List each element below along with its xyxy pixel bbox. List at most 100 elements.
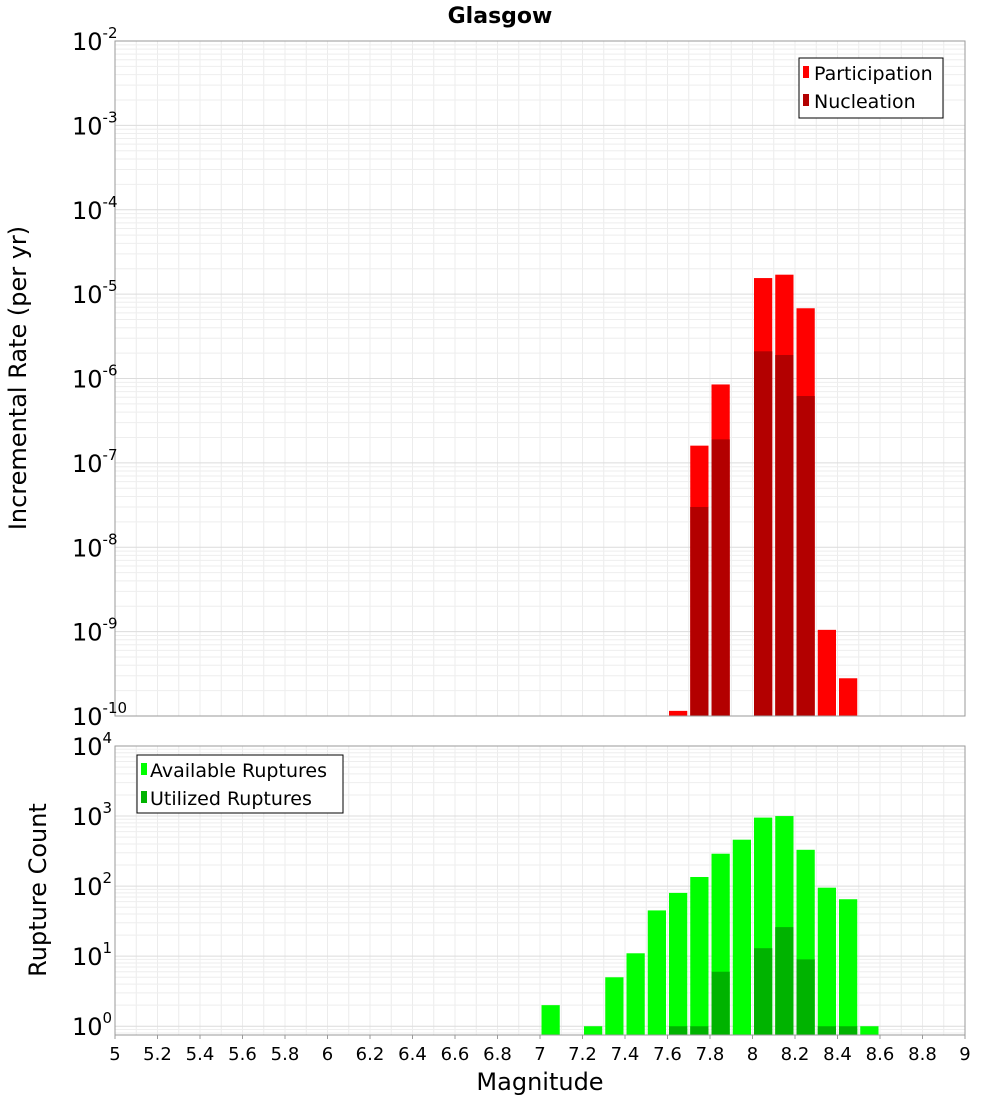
bottom-y-tick-exponent: 1 [103, 939, 113, 957]
bottom-bar-utilized-ruptures [690, 1026, 709, 1035]
bottom-legend: Available Ruptures Utilized Ruptures [136, 754, 344, 814]
bottom-bar-available-ruptures [839, 899, 858, 1035]
x-tick-label: 7.2 [568, 1044, 597, 1065]
bottom-y-tick-exponent: 0 [103, 1009, 113, 1027]
bottom-bar-available-ruptures [541, 1005, 560, 1035]
x-tick-label: 7 [534, 1044, 545, 1065]
top-y-tick-exponent: -9 [103, 615, 118, 633]
chart-title: Glasgow [448, 4, 553, 29]
top-y-tick-base: 10 [72, 28, 103, 56]
bottom-bar-utilized-ruptures [711, 971, 730, 1035]
top-bar-nucleation [796, 396, 815, 716]
legend-label-participation: Participation [814, 63, 933, 85]
legend-swatch-participation [803, 66, 809, 78]
bottom-y-tick-label: 100 [72, 1009, 112, 1041]
top-y-tick-exponent: -10 [103, 699, 128, 717]
top-bar-participation [817, 629, 836, 716]
x-tick-label: 5.2 [143, 1044, 172, 1065]
bottom-bar-utilized-ruptures [754, 948, 773, 1035]
x-tick-label: 8.6 [866, 1044, 895, 1065]
x-tick-label: 5.8 [271, 1044, 300, 1065]
x-tick-label: 6.8 [483, 1044, 512, 1065]
x-tick-label: 8.4 [823, 1044, 852, 1065]
bottom-bar-utilized-ruptures [796, 959, 815, 1035]
bottom-y-tick-base: 10 [72, 943, 103, 971]
bottom-bar-available-ruptures [860, 1026, 879, 1035]
top-y-tick-base: 10 [72, 112, 103, 140]
bottom-y-tick-base: 10 [72, 803, 103, 831]
top-y-tick-exponent: -7 [103, 446, 118, 464]
x-tick-label: 6.2 [356, 1044, 385, 1065]
top-y-tick-exponent: -8 [103, 530, 118, 548]
top-legend: Participation Nucleation [798, 57, 944, 119]
top-y-tick-label: 10-6 [72, 362, 118, 394]
bottom-legend-box [136, 754, 344, 814]
top-y-tick-label: 10-2 [72, 24, 118, 56]
x-tick-label: 5.4 [186, 1044, 215, 1065]
top-y-tick-base: 10 [72, 366, 103, 394]
top-y-tick-label: 10-7 [72, 446, 118, 478]
legend-swatch-nucleation [803, 94, 809, 106]
bottom-y-tick-label: 102 [72, 869, 112, 901]
top-bar-nucleation [775, 354, 794, 716]
top-y-tick-exponent: -6 [103, 362, 118, 380]
x-tick-label: 5 [109, 1044, 120, 1065]
bottom-bar-available-ruptures [817, 887, 836, 1035]
top-y-tick-label: 10-8 [72, 530, 118, 562]
top-bar-nucleation [690, 506, 709, 716]
top-legend-box [798, 57, 944, 119]
top-y-axis-label: Incremental Rate (per yr) [4, 226, 32, 530]
top-y-tick-base: 10 [72, 281, 103, 309]
bottom-y-tick-label: 101 [72, 939, 112, 971]
bottom-bar-utilized-ruptures [817, 1026, 836, 1035]
bottom-bar-available-ruptures [647, 910, 666, 1035]
top-y-tick-exponent: -5 [103, 277, 118, 295]
bottom-bar-available-ruptures [584, 1026, 603, 1035]
bottom-bar-utilized-ruptures [775, 927, 794, 1035]
top-y-tick-base: 10 [72, 197, 103, 225]
bottom-bar-available-ruptures [626, 953, 645, 1035]
bottom-y-tick-base: 10 [72, 1013, 103, 1041]
x-tick-label: 7.4 [611, 1044, 640, 1065]
x-tick-label: 7.6 [653, 1044, 682, 1065]
x-tick-label: 8.2 [781, 1044, 810, 1065]
bottom-y-tick-exponent: 2 [103, 869, 113, 887]
top-grid [115, 41, 965, 716]
bottom-y-tick-base: 10 [72, 733, 103, 761]
legend-swatch-available [141, 763, 147, 775]
x-tick-label: 9 [959, 1044, 970, 1065]
legend-swatch-utilized [141, 791, 147, 803]
top-bar-participation [669, 710, 688, 716]
x-tick-label: 8 [747, 1044, 758, 1065]
top-y-tick-label: 10-5 [72, 277, 118, 309]
legend-label-available: Available Ruptures [150, 760, 327, 782]
x-tick-label: 5.6 [228, 1044, 257, 1065]
top-y-tick-label: 10-4 [72, 193, 118, 225]
top-bar-participation [839, 678, 858, 716]
bottom-bar-available-ruptures [690, 876, 709, 1035]
top-y-tick-exponent: -2 [103, 24, 118, 42]
x-tick-label: 7.8 [696, 1044, 725, 1065]
x-axis-label: Magnitude [476, 1068, 603, 1096]
x-tick-label: 8.8 [908, 1044, 937, 1065]
top-bar-nucleation [754, 351, 773, 716]
top-y-tick-exponent: -3 [103, 108, 118, 126]
bottom-bar-utilized-ruptures [839, 1026, 858, 1035]
legend-label-utilized: Utilized Ruptures [150, 788, 312, 810]
top-bar-nucleation [711, 439, 730, 716]
x-tick-label: 6 [322, 1044, 333, 1065]
legend-label-nucleation: Nucleation [814, 91, 916, 113]
bottom-bars [541, 816, 879, 1035]
bottom-bar-utilized-ruptures [669, 1026, 688, 1035]
top-y-tick-base: 10 [72, 450, 103, 478]
bottom-y-tick-exponent: 3 [103, 799, 113, 817]
top-y-tick-base: 10 [72, 619, 103, 647]
top-y-tick-label: 10-9 [72, 615, 118, 647]
bottom-y-tick-label: 103 [72, 799, 112, 831]
bottom-bar-available-ruptures [605, 977, 624, 1035]
top-y-tick-base: 10 [72, 534, 103, 562]
